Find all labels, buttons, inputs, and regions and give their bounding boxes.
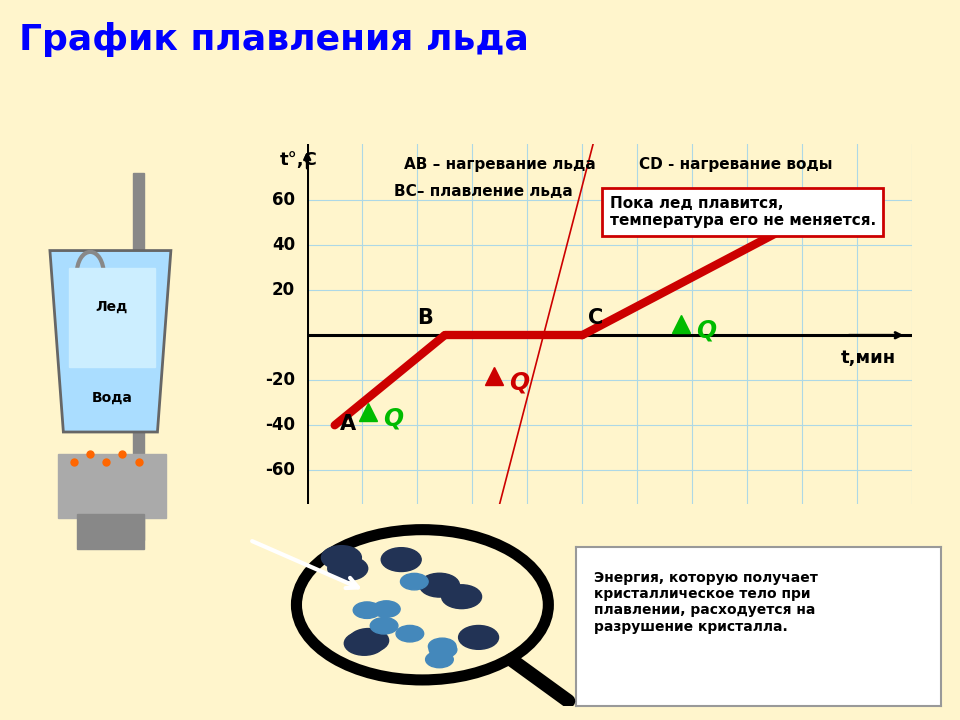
Circle shape bbox=[322, 546, 361, 570]
Text: t,мин: t,мин bbox=[840, 348, 896, 366]
Circle shape bbox=[420, 573, 460, 597]
Circle shape bbox=[327, 557, 368, 580]
Circle shape bbox=[372, 600, 400, 617]
Text: D: D bbox=[782, 212, 800, 232]
Circle shape bbox=[396, 626, 423, 642]
Circle shape bbox=[429, 642, 457, 658]
Circle shape bbox=[459, 626, 498, 649]
Text: Лед: Лед bbox=[96, 300, 128, 314]
Circle shape bbox=[371, 618, 397, 634]
Text: t°,С: t°,С bbox=[279, 150, 318, 168]
Bar bbox=[77, 514, 144, 549]
Text: Q: Q bbox=[696, 319, 716, 343]
Text: График плавления льда: График плавления льда bbox=[19, 22, 529, 57]
Text: -40: -40 bbox=[265, 416, 295, 434]
Circle shape bbox=[428, 638, 456, 654]
Text: 40: 40 bbox=[272, 236, 295, 254]
Text: 20: 20 bbox=[272, 282, 295, 300]
Text: Энергия, которую получает
кристаллическое тело при
плавлении, расходуется на
раз: Энергия, которую получает кристаллическо… bbox=[594, 571, 818, 634]
Circle shape bbox=[345, 631, 384, 655]
Text: СD - нагревание воды: СD - нагревание воды bbox=[639, 157, 833, 172]
Text: 60: 60 bbox=[272, 192, 295, 210]
Circle shape bbox=[425, 651, 453, 667]
Text: A: A bbox=[340, 414, 356, 434]
Bar bbox=[133, 173, 144, 540]
Circle shape bbox=[348, 629, 389, 652]
Bar bbox=[69, 268, 155, 367]
Text: -20: -20 bbox=[265, 372, 295, 390]
Text: АВ – нагревание льда: АВ – нагревание льда bbox=[404, 157, 595, 172]
Text: Пока лед плавится,
температура его не меняется.: Пока лед плавится, температура его не ме… bbox=[610, 196, 876, 228]
Text: Вода: Вода bbox=[91, 390, 132, 405]
Bar bbox=[58, 454, 165, 518]
Circle shape bbox=[353, 602, 381, 618]
Text: ВС– плавление льда: ВС– плавление льда bbox=[394, 184, 572, 199]
Circle shape bbox=[400, 573, 428, 590]
Polygon shape bbox=[50, 251, 171, 432]
Text: C: C bbox=[588, 308, 603, 328]
Text: B: B bbox=[418, 308, 433, 328]
Circle shape bbox=[442, 585, 482, 608]
Bar bbox=[90, 266, 144, 281]
Text: Q: Q bbox=[383, 407, 403, 431]
Text: -60: -60 bbox=[265, 462, 295, 480]
Text: Q: Q bbox=[510, 371, 530, 395]
Circle shape bbox=[381, 548, 421, 572]
